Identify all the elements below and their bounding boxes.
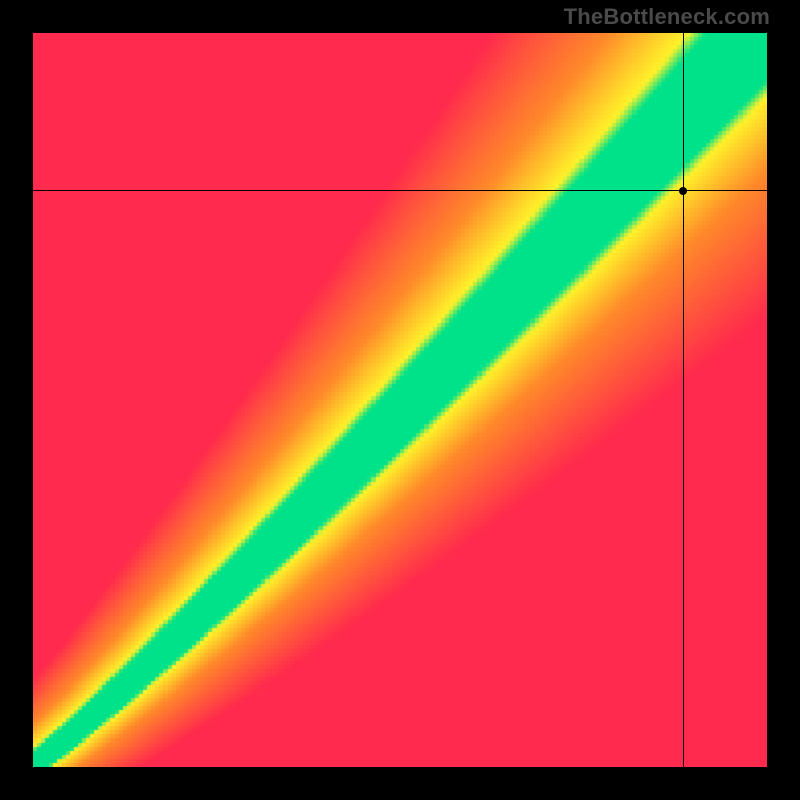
watermark-text: TheBottleneck.com	[564, 4, 770, 30]
crosshair-vertical	[683, 0, 684, 800]
chart-container: TheBottleneck.com	[0, 0, 800, 800]
bottleneck-heatmap	[33, 33, 767, 767]
